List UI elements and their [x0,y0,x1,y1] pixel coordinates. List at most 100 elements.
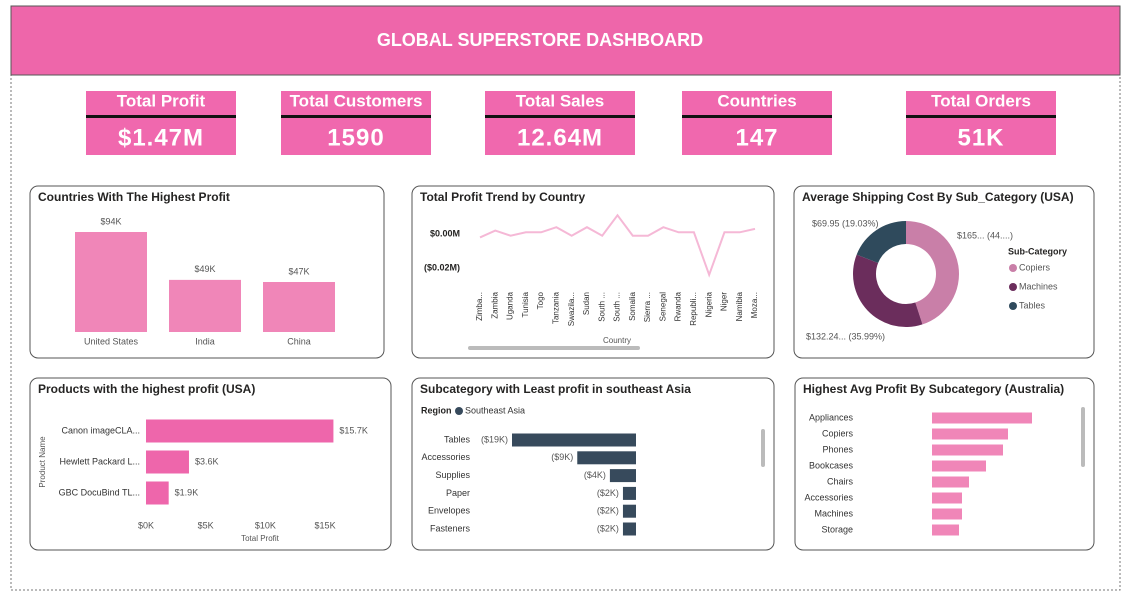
y-tick-label: Supplies [435,470,470,480]
x-tick-label: Tanzania [551,291,560,324]
bar [622,504,636,518]
kpi-value: 12.64M [517,124,603,151]
bar [609,469,636,483]
bar [146,450,189,474]
y-tick-label: ($0.02M) [424,262,460,272]
bar [75,232,147,332]
kpi-divider [682,115,832,118]
x-axis-title: Country [603,336,631,345]
kpi-card [906,91,1056,155]
chart-title: Highest Avg Profit By Subcategory (Austr… [803,382,1064,396]
bar [932,444,1003,456]
kpi-label: Total Sales [516,91,605,110]
bar [512,433,636,447]
donut-slice [853,254,923,327]
x-tick-label: $0K [138,520,154,530]
legend-swatch [1009,283,1017,291]
x-tick-label: India [195,336,215,346]
kpi-divider [281,115,431,118]
bar [263,282,335,332]
value-label: $94K [100,216,121,226]
value-label: ($9K) [551,452,573,462]
x-tick-label: Uganda [506,291,515,320]
x-tick-label: Zambia [490,291,499,318]
value-label: ($4K) [584,470,606,480]
x-tick-label: $10K [255,520,276,530]
legend-swatch [1009,302,1017,310]
panel [411,185,775,359]
kpi-divider [906,115,1056,118]
value-label: $3.6K [195,456,219,466]
value-label: $49K [194,264,215,274]
x-tick-label: Rwanda [674,291,683,321]
y-tick-label: Hewlett Packard L... [59,456,140,466]
bar [932,524,959,536]
y-tick-label: Canon imageCLA... [61,425,140,435]
bar [932,460,986,472]
donut-slice [856,221,906,264]
bar [932,492,962,504]
y-tick-label: Copiers [822,428,854,438]
bar [146,481,169,505]
y-tick-label: Storage [821,524,853,534]
bar [622,486,636,500]
y-tick-label: Tables [444,434,471,444]
bar [932,476,969,488]
x-tick-label: Sudan [582,292,591,315]
kpi-card [281,91,431,155]
y-tick-label: $0.00M [430,228,460,238]
scrollbar[interactable] [761,429,765,467]
scrollbar[interactable] [468,346,640,350]
x-tick-label: Togo [536,291,545,309]
value-label: $165... (44....) [957,230,1013,240]
y-tick-label: Paper [446,488,470,498]
x-tick-label: China [287,336,311,346]
kpi-card [86,91,236,155]
x-tick-label: Somalia [628,291,637,320]
legend-label: Tables [1019,300,1046,310]
bar [622,522,636,536]
x-tick-label: Namibia [735,291,744,321]
chart-title: Total Profit Trend by Country [420,190,585,204]
value-label: $132.24... (35.99%) [806,331,885,341]
kpi-card [485,91,635,155]
scrollbar[interactable] [1081,407,1085,467]
y-axis-title: Product Name [38,436,47,488]
legend-swatch [1009,264,1017,272]
x-tick-label: Republi... [689,292,698,326]
y-tick-label: Envelopes [428,506,471,516]
y-tick-label: Accessories [421,452,470,462]
y-tick-label: Fasteners [430,523,471,533]
kpi-value: $1.47M [118,124,204,151]
bar [932,508,962,520]
bar [146,419,334,443]
line [479,213,756,278]
y-tick-label: Bookcases [809,460,854,470]
bar [932,428,1008,440]
legend-label: Copiers [1019,262,1051,272]
x-axis-title: Total Profit [241,534,280,543]
x-tick-label: Tunisia [521,291,530,317]
chart-title: Countries With The Highest Profit [38,190,230,204]
value-label: $1.9K [175,487,199,497]
bar [932,412,1032,424]
legend-title: Region [421,405,452,415]
x-tick-label: Sierra ... [643,292,652,322]
bar [577,451,636,465]
kpi-label: Total Customers [290,91,423,110]
y-tick-label: Chairs [827,476,854,486]
x-tick-label: Niger [720,292,729,311]
value-label: ($19K) [481,434,508,444]
bar [169,279,241,332]
kpi-divider [485,115,635,118]
x-tick-label: Senegal [658,292,667,322]
x-tick-label: Swazila... [567,292,576,326]
y-tick-label: Appliances [809,412,854,422]
legend-title: Sub-Category [1008,246,1067,256]
kpi-label: Countries [717,91,796,110]
header-title: GLOBAL SUPERSTORE DASHBOARD [377,30,703,50]
kpi-label: Total Orders [931,91,1031,110]
y-tick-label: GBC DocuBind TL... [59,487,140,497]
page-border [10,5,1121,591]
